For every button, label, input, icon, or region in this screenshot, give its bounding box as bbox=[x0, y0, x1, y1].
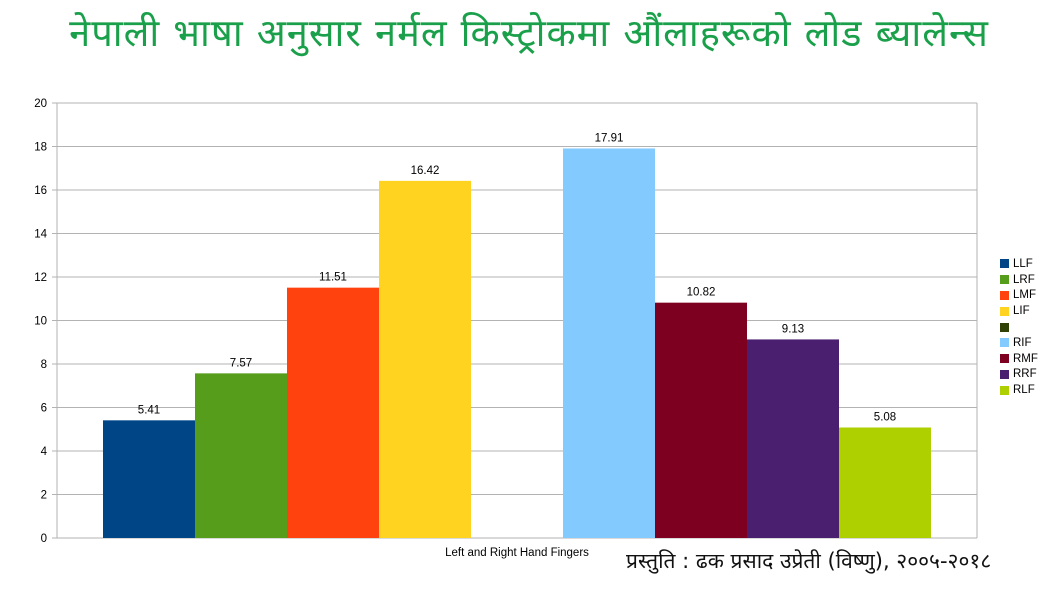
bar-rlf bbox=[839, 427, 931, 538]
legend-item-rif: RIF bbox=[1000, 335, 1038, 351]
data-labels: 5.41 7.57 11.51 16.42 17.91 10.82 9.13 5.08 bbox=[138, 132, 896, 423]
y-tick-label: 16 bbox=[34, 185, 47, 197]
bars bbox=[103, 148, 931, 539]
legend-swatch bbox=[1000, 259, 1009, 269]
y-tick-label: 8 bbox=[41, 359, 47, 371]
legend-swatch bbox=[1000, 306, 1009, 316]
data-label-lif: 16.42 bbox=[411, 165, 440, 177]
legend-swatch bbox=[1000, 338, 1009, 348]
credit-text: प्रस्तुति : ढक प्रसाद उप्रेती (विष्णु), … bbox=[626, 549, 992, 573]
y-tick-label: 10 bbox=[34, 316, 47, 328]
data-label-rrf: 9.13 bbox=[782, 323, 804, 335]
y-tick-label: 2 bbox=[41, 490, 47, 502]
data-label-lrf: 7.57 bbox=[230, 357, 252, 369]
x-axis-label: Left and Right Hand Fingers bbox=[445, 547, 589, 559]
legend-swatch bbox=[1000, 354, 1009, 364]
bar-lmf bbox=[287, 287, 379, 538]
legend-label: LIF bbox=[1013, 305, 1030, 318]
data-label-rif: 17.91 bbox=[595, 132, 624, 144]
y-tick-label: 20 bbox=[34, 98, 47, 110]
bar-lrf bbox=[195, 373, 287, 538]
legend-swatch bbox=[1000, 322, 1009, 332]
legend-item-rmf: RMF bbox=[1000, 351, 1038, 367]
legend-label: LMF bbox=[1013, 289, 1036, 302]
y-tick-label: 18 bbox=[34, 142, 47, 154]
legend-item-llf: LLF bbox=[1000, 256, 1038, 272]
y-tick-label: 6 bbox=[41, 403, 47, 415]
y-tick-label: 14 bbox=[34, 229, 47, 241]
legend-label: RMF bbox=[1013, 352, 1038, 365]
legend-label: RLF bbox=[1013, 384, 1035, 397]
legend-swatch bbox=[1000, 275, 1009, 285]
bar-rif bbox=[563, 148, 655, 538]
legend-item-lmf: LMF bbox=[1000, 288, 1038, 304]
chart-title: नेपाली भाषा अनुसार नर्मल किस्ट्रोकमा औंल… bbox=[69, 11, 989, 55]
legend-swatch bbox=[1000, 385, 1009, 395]
data-label-rlf: 5.08 bbox=[874, 412, 896, 424]
legend-item-rlf: RLF bbox=[1000, 382, 1038, 398]
legend-item-lrf: LRF bbox=[1000, 272, 1038, 288]
legend-swatch bbox=[1000, 369, 1009, 379]
legend-label: LLF bbox=[1013, 257, 1033, 270]
y-tick-label: 12 bbox=[34, 272, 47, 284]
bar-llf bbox=[103, 420, 195, 538]
y-axis-ticks: 0 2 4 6 8 10 12 14 16 18 20 bbox=[34, 98, 47, 545]
data-label-llf: 5.41 bbox=[138, 404, 160, 416]
bar-rmf bbox=[655, 302, 747, 538]
legend-label: RIF bbox=[1013, 336, 1032, 349]
y-tick-label: 4 bbox=[41, 446, 48, 458]
legend-swatch bbox=[1000, 290, 1009, 300]
y-tick-label: 0 bbox=[41, 533, 47, 545]
data-label-rmf: 10.82 bbox=[687, 287, 716, 299]
legend-label: RRF bbox=[1013, 368, 1037, 381]
legend: LLF LRF LMF LIF RIF RMF RRF RLF bbox=[1000, 256, 1038, 398]
legend-item-blank bbox=[1000, 319, 1038, 335]
legend-item-rrf: RRF bbox=[1000, 367, 1038, 383]
data-label-lmf: 11.51 bbox=[319, 272, 347, 284]
legend-item-lif: LIF bbox=[1000, 303, 1038, 319]
bar-rrf bbox=[747, 339, 839, 538]
bar-lif bbox=[379, 180, 471, 539]
legend-label: LRF bbox=[1013, 273, 1035, 286]
